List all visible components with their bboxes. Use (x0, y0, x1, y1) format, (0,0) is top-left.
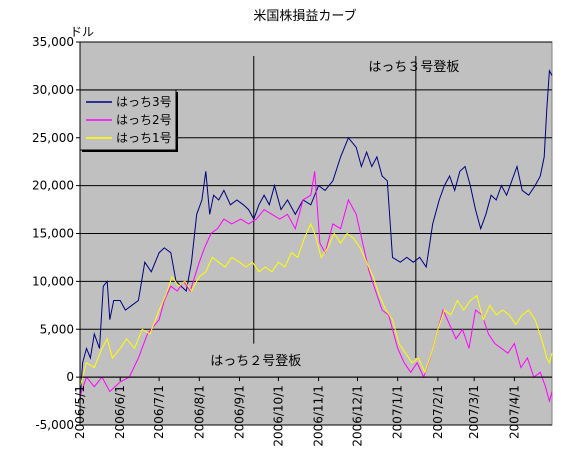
y-tick-label-2: 5,000 (40, 322, 74, 336)
annotation-label-0: はっち３号登板 (368, 60, 459, 75)
legend-label-2: はっち1号 (116, 131, 172, 145)
y-tick-label-5: 20,000 (32, 179, 74, 193)
chart-title: 米国株損益カーブ (253, 8, 356, 24)
x-axis-ticks: 2006/5/1 2006/6/1 2006/7/1 2006/8/1 2006/9/1… (73, 377, 521, 447)
x-tick-label-1: 2006/6/1 (113, 385, 127, 439)
y-tick-label-3: 10,000 (32, 274, 74, 288)
x-tick-label-5: 2006/10/1 (271, 385, 285, 447)
series-line-1 (79, 171, 553, 404)
y-tick-label-4: 15,000 (32, 227, 74, 241)
x-tick-label-6: 2006/11/1 (312, 385, 326, 447)
annotation-lines (253, 56, 417, 358)
x-tick-label-0: 2006/5/1 (73, 385, 87, 439)
x-tick-label-3: 2006/8/1 (192, 385, 206, 439)
y-tick-label-7: 30,000 (32, 83, 74, 97)
legend-label-1: はっち2号 (116, 113, 172, 127)
y-tick-label-1: 0 (66, 370, 74, 384)
x-tick-label-11: 2007/4/1 (507, 385, 521, 439)
legend-label-0: はっち3号 (116, 95, 172, 109)
y-tick-label-6: 25,000 (32, 131, 74, 145)
annotation-label-1: はっち２号登板 (210, 354, 301, 369)
y-tick-label-8: 35,000 (32, 35, 74, 49)
x-tick-label-9: 2007/2/1 (431, 385, 445, 439)
y-axis-unit-label: ドル (70, 25, 94, 39)
x-tick-label-2: 2006/7/1 (152, 385, 166, 439)
x-tick-label-7: 2006/12/1 (350, 385, 364, 447)
x-tick-label-10: 2007/3/1 (467, 385, 481, 439)
y-tick-label-0: -5,000 (35, 418, 74, 432)
x-tick-label-4: 2006/9/1 (232, 385, 246, 439)
y-axis-ticks: -5,000 0 5,000 10,000 15,000 20,000 25,000 30,0… (32, 35, 80, 432)
x-tick-label-8: 2007/1/1 (391, 385, 405, 439)
series-line-2 (79, 222, 553, 387)
series-layer (79, 68, 553, 404)
series-line-0 (79, 68, 553, 402)
